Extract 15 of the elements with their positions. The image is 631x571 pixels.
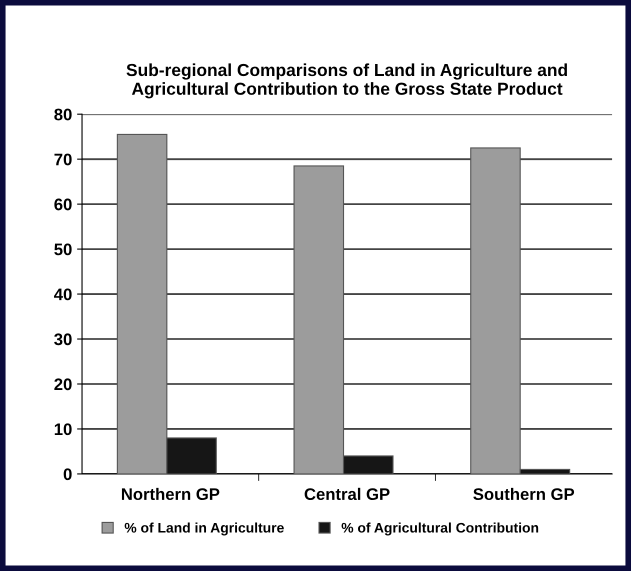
x-tick-label: Northern GP: [122, 488, 220, 500]
y-tick-label: 50: [54, 244, 72, 256]
y-tick-label: 20: [54, 378, 72, 390]
legend-label: % of Agricultural Contribution: [342, 522, 538, 536]
y-tick-label: 10: [54, 423, 72, 436]
y-tick-label: 30: [54, 333, 72, 346]
y-tick-label: 60: [54, 198, 72, 210]
y-tick-label: 0: [64, 468, 72, 480]
y-tick-label: 80: [54, 108, 72, 120]
x-tick-label: Central GP: [304, 488, 390, 500]
x-tick-label: Southern GP: [473, 488, 574, 500]
chart-title: Sub-regional Comparisons of Land in Agriculture and Agricultural Contribution to the Gross State Product: [126, 63, 567, 98]
y-tick-label: 70: [54, 154, 72, 166]
y-tick-label: 40: [54, 288, 72, 300]
legend-label: % of Land in Agriculture: [124, 522, 284, 536]
